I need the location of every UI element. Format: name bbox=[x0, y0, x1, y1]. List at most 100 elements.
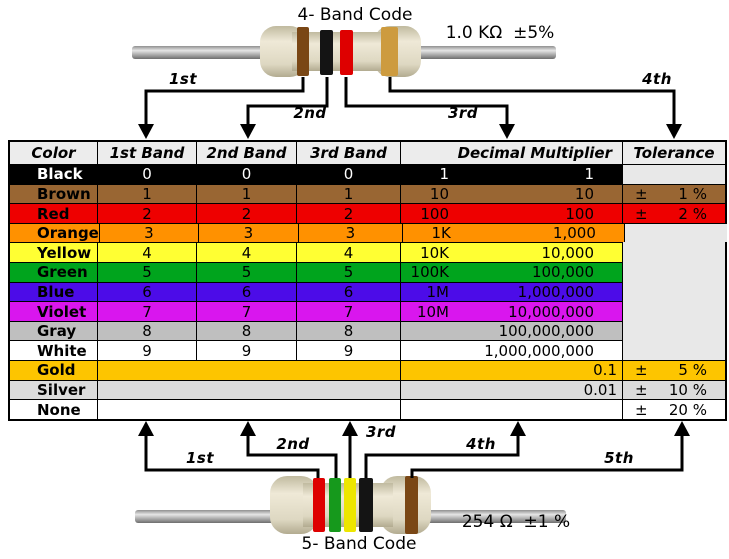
tolerance-cell: ±2 % bbox=[622, 203, 725, 223]
plus-minus-sign: ± bbox=[635, 184, 648, 203]
multiplier-short: 100K bbox=[410, 263, 449, 282]
band2-cell: 8 bbox=[196, 320, 296, 341]
multiplier-full: 1,000,000 bbox=[517, 282, 594, 301]
top-arrow-label-4th: 4th bbox=[642, 70, 672, 88]
band3-cell: 4 bbox=[296, 242, 400, 263]
band1-cell: 2 bbox=[97, 203, 196, 223]
color-name-cell: Yellow bbox=[10, 242, 97, 263]
color-name-cell: None bbox=[10, 399, 97, 419]
band2-cell: 2 bbox=[196, 203, 296, 223]
tolerance-value: 10 % bbox=[668, 381, 707, 399]
bottom-pointer-arrows bbox=[144, 434, 684, 478]
green-band bbox=[329, 478, 341, 532]
band1-cell: 8 bbox=[97, 320, 196, 341]
five-band-value-label: 254 Ω ±1 % bbox=[461, 512, 571, 532]
table-row-red: Red 2 2 2 100 100 ±2 % bbox=[10, 203, 725, 223]
multiplier-full: 100 bbox=[565, 204, 594, 223]
multiplier-full: 0.01 bbox=[583, 381, 617, 399]
table-row-yellow: Yellow 4 4 4 10K 10,000 bbox=[10, 242, 725, 263]
multiplier-short: 100 bbox=[420, 204, 449, 223]
plus-minus-sign: ± bbox=[635, 361, 648, 380]
color-name-cell: Gray bbox=[10, 320, 97, 341]
bottom-arrow-1st bbox=[144, 434, 320, 478]
band2-cell: 9 bbox=[196, 340, 296, 361]
band1-cell: 1 bbox=[97, 183, 196, 204]
bottom-arrow-2nd bbox=[246, 434, 338, 478]
band3-cell: 3 bbox=[297, 222, 402, 243]
top-arrowheads bbox=[138, 124, 682, 139]
band3-cell: 0 bbox=[296, 164, 400, 184]
table-row-orange: Orange 3 3 3 1K 1,000 bbox=[10, 222, 727, 243]
multiplier-cell: 10K 10,000 bbox=[400, 242, 622, 263]
multiplier-cell: 10M 10,000,000 bbox=[400, 301, 622, 321]
band2-cell: 4 bbox=[196, 242, 296, 263]
multiplier-short: 1 bbox=[439, 165, 449, 184]
tolerance-value: 5 % bbox=[678, 361, 707, 380]
brown-band bbox=[297, 27, 309, 76]
band3-cell: 1 bbox=[296, 183, 400, 204]
multiplier-full: 1 bbox=[584, 165, 594, 184]
tolerance-cell bbox=[622, 281, 725, 302]
band2-cell: 0 bbox=[196, 164, 296, 184]
down-arrowhead bbox=[138, 124, 154, 139]
color-name-cell: Silver bbox=[10, 379, 97, 400]
bottom-arrow-label-5th: 5th bbox=[604, 449, 634, 467]
bottom-color-bands bbox=[313, 476, 418, 534]
header-3rd-band: 3rd Band bbox=[296, 142, 400, 164]
table-row-black: Black 0 0 0 1 1 bbox=[10, 164, 725, 184]
tolerance-cell: ±1 % bbox=[622, 183, 725, 204]
bottom-arrow-label-2nd: 2nd bbox=[276, 435, 310, 453]
plus-minus-sign: ± bbox=[635, 381, 648, 399]
band2-cell: 5 bbox=[196, 262, 296, 282]
bottom-arrow-label-3rd: 3rd bbox=[365, 423, 397, 441]
table-row-gold: Gold 0.1 ±5 % bbox=[10, 360, 725, 380]
yellow-band bbox=[344, 478, 356, 532]
multiplier-full: 10 bbox=[574, 184, 594, 203]
multiplier-cell: 1K 1,000 bbox=[401, 222, 624, 243]
top-arrow-label-3rd: 3rd bbox=[447, 104, 479, 122]
band2-cell: 1 bbox=[196, 183, 296, 204]
top-arrow-4th bbox=[388, 77, 676, 126]
multiplier-cell: 100 100 bbox=[400, 203, 622, 223]
color-name-cell: Green bbox=[10, 262, 97, 282]
band1-cell: 6 bbox=[97, 281, 196, 302]
band2-cell: 3 bbox=[197, 222, 298, 243]
multiplier-full: 1,000,000,000 bbox=[484, 341, 594, 360]
multiplier-short: 1K bbox=[431, 224, 451, 243]
top-arrow-label-2nd: 2nd bbox=[293, 104, 327, 122]
table-row-blue: Blue 6 6 6 1M 1,000,000 bbox=[10, 281, 725, 302]
band1-cell: 9 bbox=[97, 340, 196, 361]
table-row-silver: Silver 0.01 ±10 % bbox=[10, 379, 725, 400]
header-tolerance: Tolerance bbox=[622, 142, 725, 164]
color-name-cell: Brown bbox=[10, 183, 97, 204]
top-arrow-label-1st: 1st bbox=[168, 70, 198, 88]
black-band bbox=[320, 30, 333, 75]
tolerance-value: 1 % bbox=[678, 184, 707, 203]
bottom-arrow-label-1st: 1st bbox=[185, 449, 215, 467]
multiplier-full: 100,000,000 bbox=[498, 322, 594, 341]
tolerance-cell: ±20 % bbox=[622, 399, 725, 419]
band1-cell: 5 bbox=[97, 262, 196, 282]
multiplier-cell: 100K 100,000 bbox=[400, 262, 622, 282]
multiplier-short: 10 bbox=[429, 184, 449, 203]
brown-band bbox=[405, 476, 418, 534]
bottom-arrow-5th bbox=[410, 434, 684, 478]
color-name-cell: Gold bbox=[10, 360, 97, 380]
band3-cell: 6 bbox=[296, 281, 400, 302]
top-arrow-2nd bbox=[246, 77, 329, 126]
multiplier-cell: 0.01 bbox=[400, 379, 622, 400]
up-arrowhead bbox=[674, 421, 690, 436]
four-band-code-title: 4- Band Code bbox=[297, 5, 413, 25]
multiplier-cell: 10 10 bbox=[400, 183, 622, 204]
down-arrowhead bbox=[499, 124, 515, 139]
five-band-code-title: 5- Band Code bbox=[301, 534, 417, 554]
top-color-bands bbox=[297, 27, 398, 76]
tolerance-cell: ±5 % bbox=[622, 360, 725, 380]
color-name-cell: Black bbox=[10, 164, 97, 184]
band3-cell: 7 bbox=[296, 301, 400, 321]
band1-cell: 4 bbox=[97, 242, 196, 263]
color-name-cell: Blue bbox=[10, 281, 97, 302]
table-row-white: White 9 9 9 1,000,000,000 bbox=[10, 340, 725, 361]
tolerance-cell bbox=[622, 340, 725, 361]
